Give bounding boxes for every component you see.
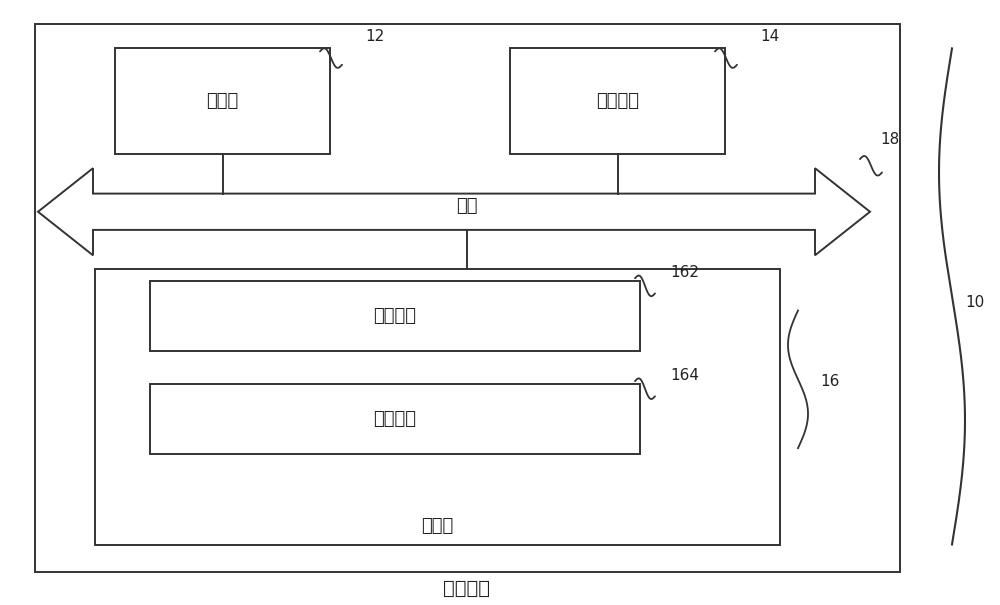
Text: 14: 14 bbox=[760, 29, 779, 44]
Bar bbox=[95, 269, 780, 544]
Bar bbox=[150, 384, 640, 454]
Text: 处理器: 处理器 bbox=[206, 93, 239, 110]
Text: 操作系统: 操作系统 bbox=[374, 307, 416, 325]
Text: 162: 162 bbox=[670, 265, 699, 280]
Text: 网络设备: 网络设备 bbox=[444, 578, 490, 598]
Text: 应用程序: 应用程序 bbox=[374, 410, 416, 428]
Text: 18: 18 bbox=[880, 132, 899, 146]
Text: 10: 10 bbox=[965, 295, 985, 310]
Bar bbox=[115, 48, 330, 154]
Bar bbox=[510, 48, 725, 154]
Bar bbox=[150, 281, 640, 351]
Text: 12: 12 bbox=[365, 29, 384, 44]
Polygon shape bbox=[38, 168, 870, 255]
Text: 16: 16 bbox=[820, 374, 839, 388]
Bar bbox=[35, 24, 900, 572]
Text: 存储器: 存储器 bbox=[421, 517, 453, 535]
Text: 总线: 总线 bbox=[456, 197, 478, 215]
Text: 网络接口: 网络接口 bbox=[596, 93, 639, 110]
Text: 164: 164 bbox=[670, 368, 699, 382]
